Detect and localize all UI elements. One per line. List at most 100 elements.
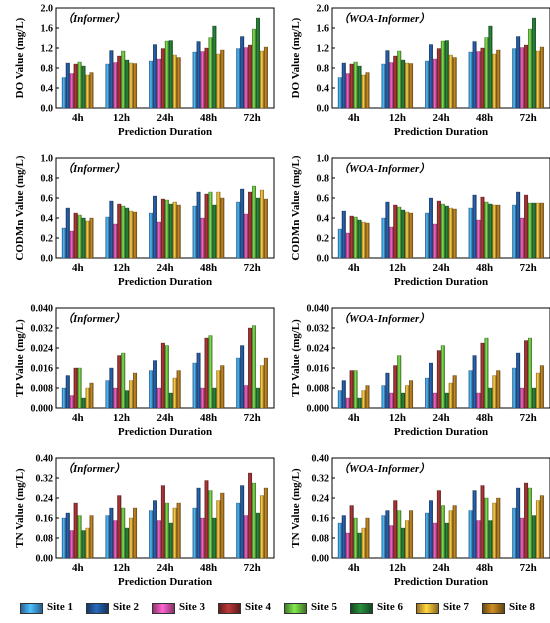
bar-site-3-12h (389, 62, 394, 109)
x-tick-label: 4h (72, 262, 84, 274)
bar-site-6-12h (401, 527, 406, 559)
bar-site-4-72h (248, 191, 253, 259)
bar-site-6-72h (532, 202, 536, 259)
bar-site-7-24h (172, 507, 177, 559)
bar-site-7-12h (129, 517, 134, 559)
bar-site-2-12h (385, 372, 390, 409)
y-tick-label: 0.24 (36, 494, 54, 505)
y-tick-label: 0.0 (317, 104, 330, 115)
x-tick-label: 72h (244, 562, 261, 574)
y-tick-label: 0.4 (317, 214, 330, 225)
bar-site-8-48h (496, 49, 501, 109)
x-tick-label: 48h (200, 262, 217, 274)
x-axis-label: Prediction Duration (118, 426, 212, 438)
bar-site-3-72h (244, 515, 249, 559)
bar-site-6-4h (81, 65, 86, 109)
panel-title: （Informer） (62, 12, 126, 25)
bar-site-4-72h (248, 44, 253, 109)
x-axis-label: Prediction Duration (394, 426, 488, 438)
bar-site-3-48h (200, 51, 205, 109)
bar-site-2-48h (196, 352, 201, 409)
y-tick-label: 0.2 (41, 234, 54, 245)
bar-site-8-4h (89, 72, 94, 109)
y-axis-label: TN Value (mg/L) (290, 468, 302, 548)
y-axis-label: DO Value (mg/L) (14, 17, 26, 98)
bar-site-6-12h (401, 59, 406, 109)
bar-site-5-4h (353, 216, 358, 259)
bar-site-2-24h (152, 195, 157, 259)
chart-panel-tn-informer: 0.00 0.08 0.16 0.24 0.32 0.40 4h 12h 24h 48h 72h Pr… (14, 454, 275, 588)
bar-site-6-48h (212, 204, 217, 259)
x-tick-label: 4h (348, 412, 360, 424)
x-tick-label: 48h (200, 562, 217, 574)
bar-site-7-48h (492, 53, 497, 109)
bar-site-8-48h (220, 49, 225, 109)
bar-site-2-72h (516, 487, 521, 559)
panel-title: （WOA-Informer） (338, 12, 430, 25)
bar-site-5-12h (121, 352, 126, 409)
x-tick-label: 4h (348, 262, 360, 274)
y-tick-label: 0.016 (307, 364, 330, 375)
bar-site-1-72h (236, 357, 241, 409)
bar-site-5-72h (528, 487, 533, 559)
bar-site-2-48h (472, 355, 477, 409)
bar-site-5-12h (397, 355, 402, 409)
bar-site-6-72h (255, 387, 260, 409)
bar-site-6-4h (357, 532, 362, 559)
bar-site-3-12h (113, 62, 118, 109)
bar-site-1-4h (337, 77, 342, 109)
bar-site-2-72h (240, 485, 245, 559)
bar-site-2-12h (109, 50, 114, 109)
bar-site-4-24h (436, 48, 441, 109)
bar-site-5-72h (528, 202, 533, 259)
bar-site-5-24h (164, 502, 169, 559)
panel-title: （Informer） (62, 312, 126, 325)
bar-site-8-24h (452, 208, 457, 259)
panel-title: （WOA-Informer） (338, 312, 430, 325)
bar-site-6-4h (357, 65, 362, 109)
bar-site-5-24h (440, 505, 445, 559)
bar-site-2-48h (196, 41, 201, 109)
chart-panel-tn-woa-informer: 0.00 0.08 0.16 0.24 0.32 0.40 4h 12h 24h 48h 72h Pr… (290, 454, 550, 588)
bar-site-8-48h (496, 497, 501, 559)
bar-site-8-4h (89, 217, 94, 259)
y-axis-label: CODMn Value (mg/L) (290, 155, 302, 260)
bar-site-3-12h (113, 223, 118, 259)
bar-site-7-48h (492, 375, 497, 409)
bar-site-3-48h (476, 51, 481, 109)
bar-site-8-24h (176, 502, 181, 559)
bar-site-4-72h (524, 44, 529, 109)
bar-site-1-48h (468, 207, 473, 259)
bar-site-3-24h (156, 387, 161, 409)
bar-site-2-48h (196, 191, 201, 259)
bar-site-3-48h (200, 387, 205, 409)
bar-site-2-48h (472, 194, 477, 259)
bar-site-2-4h (341, 62, 346, 109)
y-tick-label: 0.40 (312, 454, 330, 465)
bar-site-4-4h (349, 370, 354, 409)
bar-site-1-12h (105, 216, 110, 259)
bar-site-2-12h (385, 50, 390, 109)
y-tick-label: 1.0 (317, 154, 330, 165)
bar-site-5-24h (440, 345, 445, 409)
y-tick-label: 0.032 (31, 324, 54, 335)
bar-site-1-4h (61, 77, 66, 109)
bar-site-1-48h (192, 507, 197, 559)
bar-site-5-48h (484, 201, 489, 259)
bar-site-2-24h (152, 500, 157, 559)
bar-site-7-12h (405, 211, 410, 259)
chart-panel-do-woa-informer: 0.0 0.4 0.8 1.2 1.6 2.0 4h 12h 24h 48h 72h Predicti… (290, 4, 550, 138)
x-tick-label: 72h (520, 112, 537, 124)
x-axis-label: Prediction Duration (394, 276, 488, 288)
legend-label: Site 5 (311, 601, 337, 613)
bar-site-1-4h (337, 390, 342, 409)
x-axis-label: Prediction Duration (118, 576, 212, 588)
y-tick-label: 0.0 (317, 254, 330, 265)
bar-site-1-12h (105, 63, 110, 109)
bar-site-6-48h (488, 520, 493, 559)
bar-site-8-24h (452, 505, 457, 559)
bar-site-8-72h (263, 487, 268, 559)
bar-site-1-12h (381, 63, 386, 109)
y-tick-label: 0.000 (31, 404, 54, 415)
